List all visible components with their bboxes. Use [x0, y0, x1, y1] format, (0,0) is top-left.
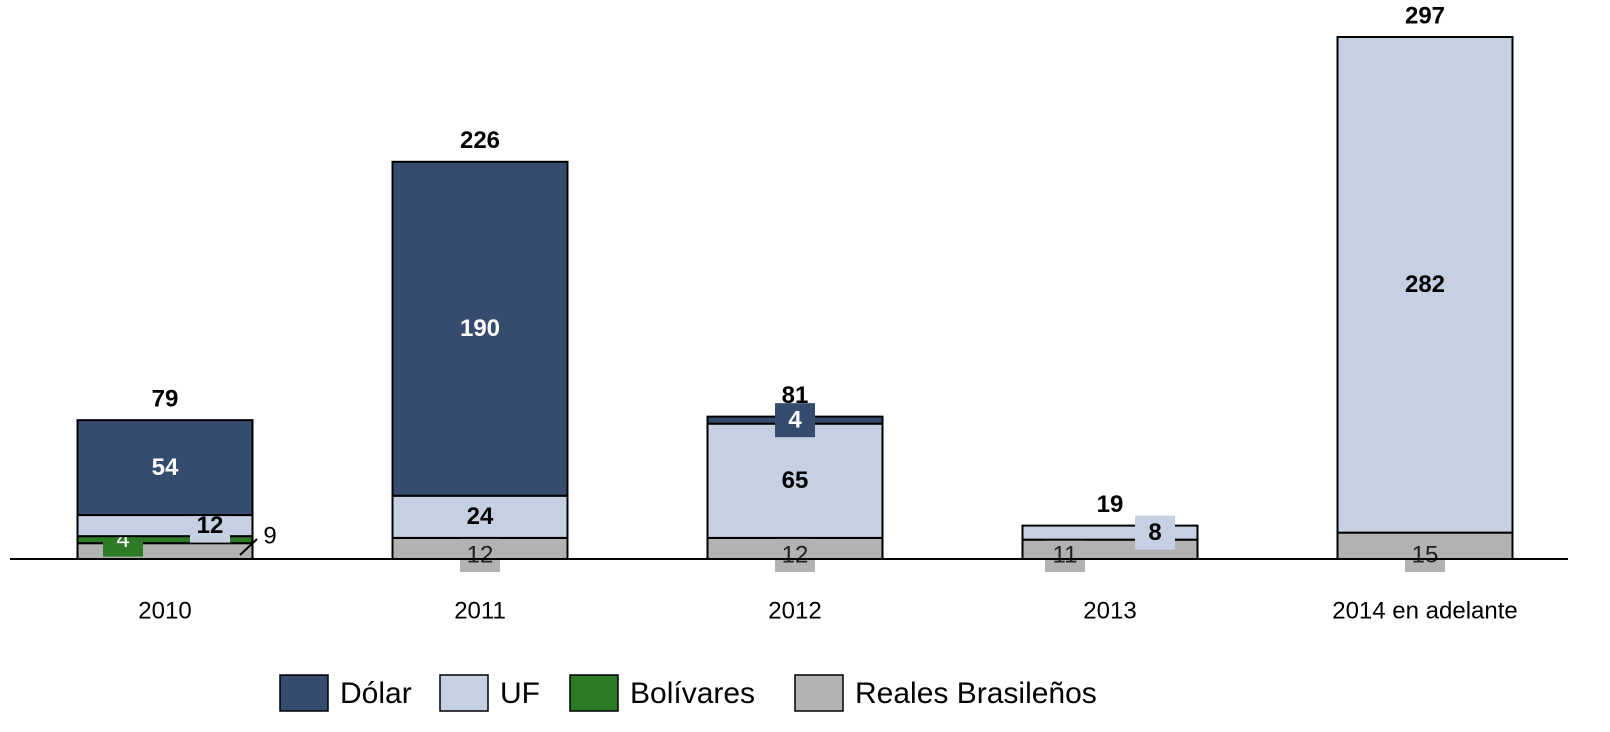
segment-label: 24 [467, 503, 494, 530]
x-tick-label: 2010 [138, 597, 191, 624]
legend-swatch [439, 674, 489, 712]
bar-segment [76, 419, 254, 517]
legend-swatch [794, 674, 844, 712]
legend-swatch [569, 674, 619, 712]
x-tick-label: 2011 [454, 597, 506, 624]
segment-label: 12 [467, 541, 494, 568]
segment-label: 12 [197, 512, 224, 539]
legend-label: Reales Brasileños [855, 677, 1097, 710]
x-tick-label: 2014 en adelante [1332, 597, 1518, 624]
segment-label: 54 [152, 454, 179, 481]
total-label: 79 [152, 385, 179, 412]
segment-label: 4 [788, 406, 802, 433]
label-box [775, 403, 815, 438]
x-tick-label: 2013 [1083, 597, 1136, 624]
total-label: 81 [782, 382, 809, 409]
segment-label: 11 [1053, 541, 1078, 568]
total-label: 297 [1405, 2, 1445, 29]
leader-line [239, 538, 258, 556]
label-box [1045, 538, 1085, 572]
bar-segment [391, 160, 569, 497]
legend-label: UF [500, 677, 540, 710]
label-box [1135, 515, 1175, 550]
legend-label: Dólar [340, 677, 412, 710]
total-label: 226 [460, 127, 500, 154]
segment-label: 190 [460, 315, 500, 342]
segment-label: 8 [1148, 519, 1161, 546]
segment-label: 65 [782, 467, 809, 494]
x-tick-label: 2012 [768, 597, 821, 624]
label-box [1405, 538, 1445, 572]
bar-segment [1336, 36, 1514, 534]
bar-segment [706, 422, 884, 539]
total-label: 19 [1097, 491, 1124, 518]
legend-swatch [279, 674, 329, 712]
label-box [460, 538, 500, 572]
segment-label: 9 [263, 522, 276, 549]
segment-label: 282 [1405, 271, 1445, 298]
segment-label: 15 [1412, 541, 1439, 568]
label-box [775, 538, 815, 572]
segment-label: 12 [782, 541, 809, 568]
legend-label: Bolívares [630, 677, 755, 710]
